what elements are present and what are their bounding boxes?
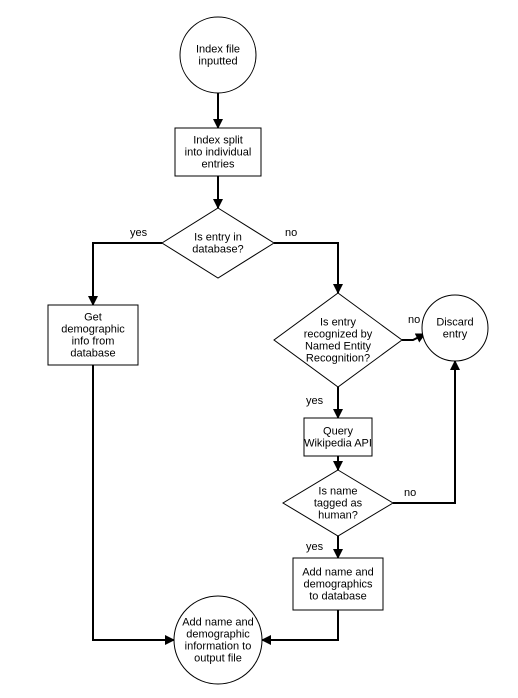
node-discard: Discardentry xyxy=(422,295,488,361)
svg-text:Add name anddemographicsto dat: Add name anddemographicsto database xyxy=(302,567,374,603)
edge-label-e4: no xyxy=(285,227,297,239)
edge-label-e6: yes xyxy=(306,395,324,407)
flowchart-canvas: Index fileinputted Index splitinto indivi… xyxy=(0,0,518,698)
edge-e8 xyxy=(393,361,455,503)
svg-text:Index fileinputted: Index fileinputted xyxy=(196,44,240,68)
edge-label-e8: no xyxy=(404,487,416,499)
node-addDb: Add name anddemographicsto database xyxy=(293,558,383,610)
node-getDemo: Getdemographicinfo fromdatabase xyxy=(48,305,138,365)
node-split: Index splitinto individualentries xyxy=(175,128,261,176)
edge-e5 xyxy=(402,334,425,340)
svg-text:Is nametagged ashuman?: Is nametagged ashuman? xyxy=(314,486,363,522)
node-inDb: Is entry indatabase? xyxy=(162,208,274,278)
edge-e3 xyxy=(93,243,162,305)
node-ner: Is entryrecognized byNamed EntityRecogni… xyxy=(274,293,402,387)
edge-label-e9: yes xyxy=(306,541,324,553)
node-query: QueryWikipedia API xyxy=(304,418,372,456)
edge-label-e3: yes xyxy=(130,227,148,239)
node-start: Index fileinputted xyxy=(180,17,256,93)
edge-e4 xyxy=(274,243,338,293)
node-output: Add name anddemographicinformation toout… xyxy=(174,596,262,684)
edge-e10 xyxy=(262,610,338,640)
svg-text:Is entry indatabase?: Is entry indatabase? xyxy=(192,232,243,256)
edge-label-e5: no xyxy=(408,314,420,326)
edge-e11 xyxy=(93,365,174,640)
node-human: Is nametagged ashuman? xyxy=(283,470,393,536)
